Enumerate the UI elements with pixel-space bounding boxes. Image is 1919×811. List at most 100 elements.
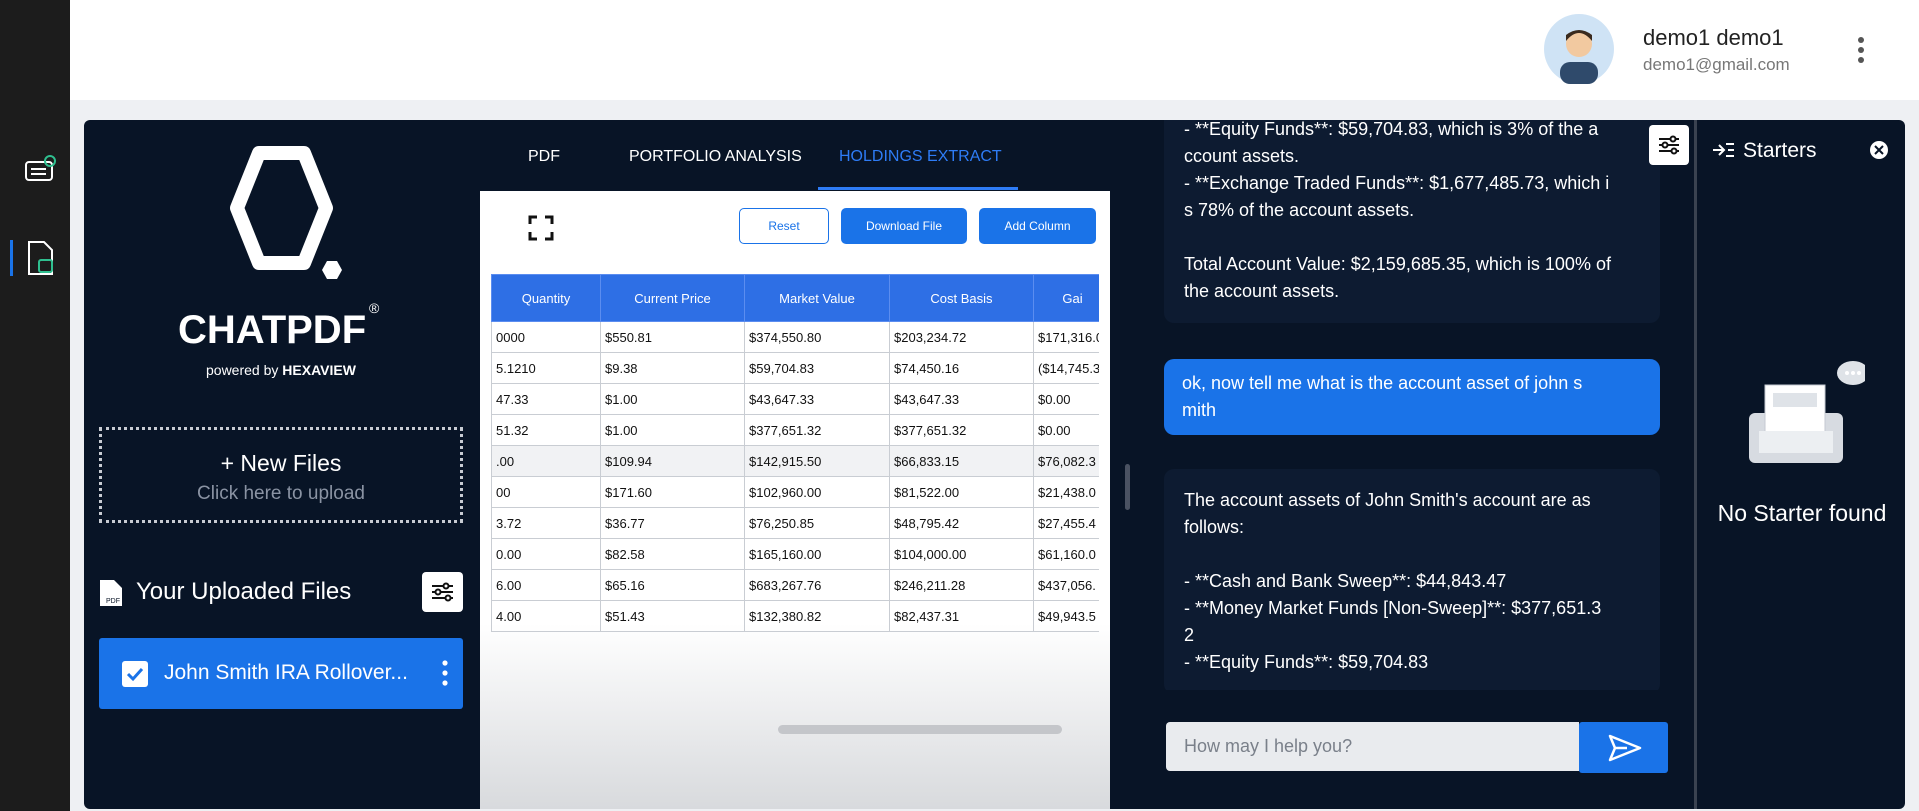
brand-mark: ® [369, 300, 380, 316]
starters-empty: No Starter found [1717, 500, 1887, 526]
table-row: 47.33 $1.00 $43,647.33 $43,647.33 $0.00 [491, 383, 1099, 415]
file-checkbox[interactable] [122, 661, 148, 687]
brand-name: CHATPDF [178, 308, 367, 352]
column-header: Cost Basis [889, 274, 1034, 322]
table-row: 4.00 $51.43 $132,380.82 $82,437.31 $49,943.5 [491, 600, 1099, 632]
table-cell: 5.1210 [491, 352, 601, 384]
column-header: Quantity [491, 274, 601, 322]
message-line: The account assets of John Smith's accou… [1184, 490, 1591, 510]
table-cell: 0000 [491, 321, 601, 353]
table-cell: 0.00 [491, 538, 601, 570]
table-cell: $43,647.33 [889, 383, 1034, 415]
column-header: Gai [1033, 274, 1099, 322]
powered-label: powered by [206, 362, 279, 378]
table-cell: $374,550.80 [744, 321, 890, 353]
table-row: 0.00 $82.58 $165,160.00 $104,000.00 $61,160.… [491, 538, 1099, 570]
chat-log: - **Equity Funds**: $59,704.83, which is… [1164, 120, 1660, 690]
tab[interactable]: PORTFOLIO ANALYSIS [629, 148, 802, 165]
table-cell: $142,915.50 [744, 445, 890, 477]
table-cell: $82.58 [600, 538, 745, 570]
table-cell: $437,056. [1033, 569, 1099, 601]
table-cell: $102,960.00 [744, 476, 890, 508]
table-cell: $683,267.76 [744, 569, 890, 601]
message-paragraph: ok, now tell me what is the account asse… [1182, 370, 1642, 424]
powered-by: powered by HEXAVIEW [206, 362, 356, 378]
table-cell: $132,380.82 [744, 600, 890, 632]
file-menu[interactable] [441, 660, 449, 686]
table-cell: $1.00 [600, 414, 745, 446]
table-row: 00 $171.60 $102,960.00 $81,522.00 $21,438.0 [491, 476, 1099, 508]
table-cell: $27,455.4 [1033, 507, 1099, 539]
table-cell: $82,437.31 [889, 600, 1034, 632]
table-cell: 3.72 [491, 507, 601, 539]
message-paragraph: The account assets of John Smith's accou… [1184, 487, 1640, 541]
avatar[interactable] [1544, 14, 1614, 84]
download-button[interactable]: Download File [841, 208, 967, 244]
table-cell: $171.60 [600, 476, 745, 508]
add-column-button[interactable]: Add Column [979, 208, 1096, 244]
table-cell: $43,647.33 [744, 383, 890, 415]
table-wrap: Quantity Current Price Market Value Cost Ba… [491, 274, 1099, 632]
column-header: Market Value [744, 274, 890, 322]
table-row: .00 $109.94 $142,915.50 $66,833.15 $76,082.3 [491, 445, 1099, 477]
table-cell: $48,795.42 [889, 507, 1034, 539]
holdings-table: Quantity Current Price Market Value Cost Ba… [491, 274, 1099, 632]
table-row: 0000 $550.81 $374,550.80 $203,234.72 $171,31… [491, 321, 1099, 353]
table-cell: $550.81 [600, 321, 745, 353]
table-cell: $377,651.32 [744, 414, 890, 446]
files-filter[interactable] [422, 572, 463, 612]
message-line: - **Equity Funds**: $59,704.83 [1184, 652, 1429, 672]
top-bar: demo1 demo1 demo1@gmail.com [70, 0, 1919, 100]
starters-divider [1694, 120, 1697, 809]
reset-button[interactable]: Reset [739, 208, 829, 244]
chat-input[interactable]: How may I help you? [1166, 722, 1579, 771]
table-cell: 47.33 [491, 383, 601, 415]
pdf-icon[interactable] [26, 240, 56, 276]
table-cell: 6.00 [491, 569, 601, 601]
splitter[interactable] [1125, 464, 1130, 510]
message-line: - **Exchange Traded Funds**: $1,677,485.… [1184, 173, 1610, 193]
chat-settings[interactable] [1649, 125, 1689, 165]
starters-icon [1713, 143, 1734, 157]
table-cell: $51.43 [600, 600, 745, 632]
starters-close[interactable] [1869, 140, 1889, 160]
logo [230, 146, 342, 279]
chat-icon[interactable] [24, 154, 58, 184]
tab-active[interactable]: HOLDINGS EXTRACT [839, 148, 1002, 165]
empty-illustration [1749, 361, 1865, 463]
upload-hint: Click here to upload [197, 483, 365, 504]
send-button[interactable] [1579, 722, 1668, 773]
message-line: ccount assets. [1184, 146, 1300, 166]
table-cell: 4.00 [491, 600, 601, 632]
table-cell: $61,160.0 [1033, 538, 1099, 570]
upload-title: New Files [240, 450, 342, 476]
table-cell: ($14,745.3 [1033, 352, 1099, 384]
table-cell: $171,316.0 [1033, 321, 1099, 353]
table-cell: $203,234.72 [889, 321, 1034, 353]
message-paragraph: - **Cash and Bank Sweep**: $44,843.47 - *… [1184, 568, 1640, 676]
expand-icon[interactable] [528, 215, 554, 241]
scrollbar[interactable] [778, 725, 1062, 734]
upload-box[interactable]: + New Files Click here to upload [99, 427, 463, 523]
table-cell: .00 [491, 445, 601, 477]
table-cell: $74,450.16 [889, 352, 1034, 384]
files-title: Your Uploaded Files [136, 578, 352, 605]
tab-underline [818, 187, 1018, 190]
tab[interactable]: PDF [528, 148, 560, 165]
bot-message: - **Equity Funds**: $59,704.83, which is… [1164, 120, 1660, 323]
message-line: 2 [1184, 625, 1195, 645]
menu-button[interactable] [1856, 36, 1866, 64]
table-cell: 00 [491, 476, 601, 508]
message-line: ok, now tell me what is the account asse… [1182, 373, 1583, 393]
message-paragraph: Total Account Value: $2,159,685.35, whic… [1184, 251, 1640, 305]
active-marker [10, 240, 13, 276]
company: HEXAVIEW [282, 362, 356, 378]
table-row: 6.00 $65.16 $683,267.76 $246,211.28 $437,056… [491, 569, 1099, 601]
table-cell: $165,160.00 [744, 538, 890, 570]
file-item[interactable]: John Smith IRA Rollover... [99, 638, 463, 709]
table-cell: $0.00 [1033, 383, 1099, 415]
user-email: demo1@gmail.com [1643, 55, 1790, 74]
table-cell: $9.38 [600, 352, 745, 384]
file-name: John Smith IRA Rollover... [164, 661, 408, 684]
column-header: Current Price [600, 274, 745, 322]
